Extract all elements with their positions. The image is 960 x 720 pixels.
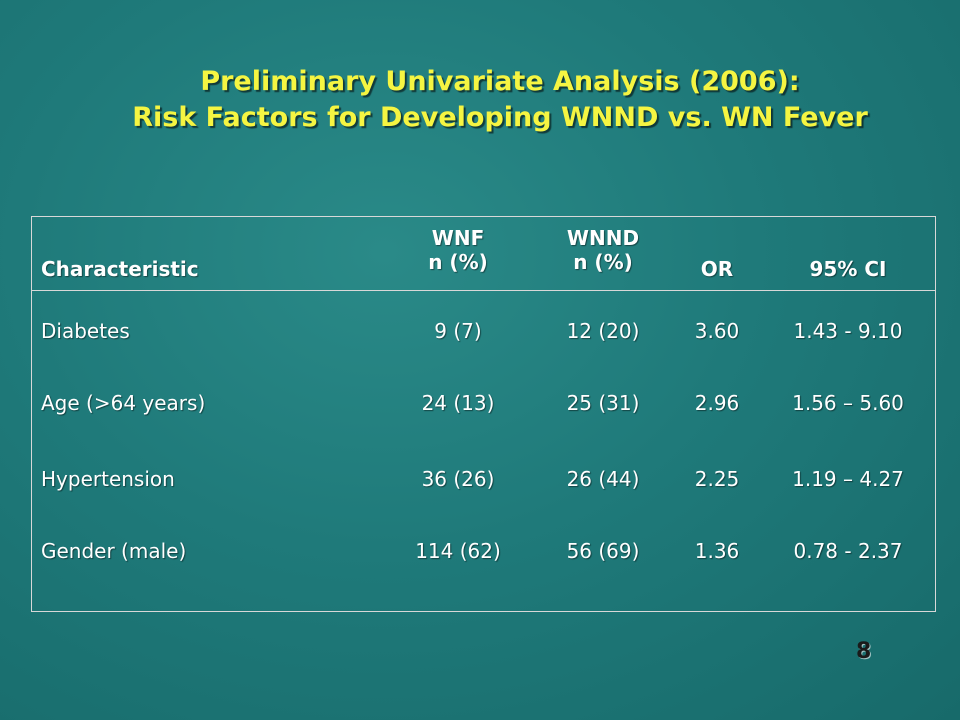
cell-wnnd: 25 (31) xyxy=(566,391,640,415)
cell-characteristic: Diabetes xyxy=(41,319,130,343)
cell-wnf: 114 (62) xyxy=(415,539,501,563)
cell-or: 1.36 xyxy=(694,539,740,563)
cell-ci: 1.43 - 9.10 xyxy=(793,319,903,343)
table-header-row: Characteristic WNF n (%) WNND n (%) OR 9… xyxy=(32,217,935,291)
header-ci: 95% CI xyxy=(809,257,887,281)
cell-wnf: 9 (7) xyxy=(434,319,482,343)
header-wnnd: WNND xyxy=(566,226,640,250)
cell-or: 2.25 xyxy=(694,467,740,491)
cell-or: 2.96 xyxy=(694,391,740,415)
cell-characteristic: Age (>64 years) xyxy=(41,391,206,415)
slide-title-line-1: Preliminary Univariate Analysis (2006): xyxy=(200,66,800,97)
slide-title-line-2: Risk Factors for Developing WNND vs. WN … xyxy=(132,102,868,133)
cell-ci: 1.56 – 5.60 xyxy=(792,391,904,415)
cell-characteristic: Gender (male) xyxy=(41,539,187,563)
slide-title: Preliminary Univariate Analysis (2006): … xyxy=(0,64,960,136)
cell-wnnd: 12 (20) xyxy=(566,319,640,343)
header-characteristic: Characteristic xyxy=(41,257,199,281)
cell-wnnd: 26 (44) xyxy=(566,467,640,491)
cell-wnf: 24 (13) xyxy=(421,391,495,415)
header-or: OR xyxy=(700,257,734,281)
risk-factors-table: Characteristic WNF n (%) WNND n (%) OR 9… xyxy=(31,216,936,612)
cell-characteristic: Hypertension xyxy=(41,467,175,491)
header-wnf-unit: n (%) xyxy=(428,250,488,274)
page-number: 8 xyxy=(856,639,872,664)
header-wnnd-unit: n (%) xyxy=(573,250,633,274)
cell-ci: 1.19 – 4.27 xyxy=(792,467,904,491)
cell-wnf: 36 (26) xyxy=(421,467,495,491)
cell-wnnd: 56 (69) xyxy=(566,539,640,563)
header-wnf: WNF xyxy=(431,226,485,250)
cell-or: 3.60 xyxy=(694,319,740,343)
cell-ci: 0.78 - 2.37 xyxy=(793,539,903,563)
